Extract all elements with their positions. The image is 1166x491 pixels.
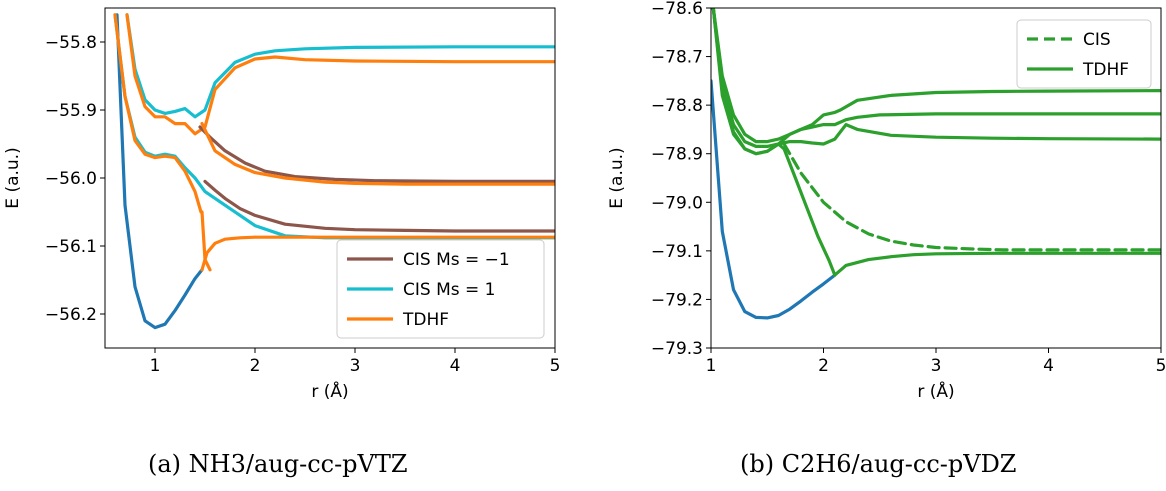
figure-caption: (b) C2H6/aug-cc-pVDZ [740, 450, 1016, 478]
y-tick-label: −78.9 [651, 145, 703, 165]
x-tick-label: 3 [931, 356, 942, 376]
series-line-9 [203, 179, 555, 233]
y-tick-label: −78.8 [651, 96, 703, 116]
y-tick-label: −79.3 [651, 339, 703, 359]
panel-b: 1 2 3 4 5 −78.6 −78.7 −78.8 −78.9 −79.0 −79.1 −79.2… [607, 0, 1166, 478]
series-line-2 [125, 13, 555, 119]
y-tick-label: −79.1 [651, 242, 703, 262]
series-line-1 [115, 13, 204, 330]
series-line-2 [711, 8, 1161, 144]
panel-a: 1 2 3 4 5 −55.8 −55.9 −56.0 −56.1 −56.2 r (Å) E (a.… [3, 7, 561, 478]
series-group [113, 13, 555, 330]
series-line-4 [198, 125, 555, 183]
y-tick-label: −56.2 [45, 305, 97, 325]
x-tick-label: 1 [706, 356, 717, 376]
series-line-1 [711, 79, 837, 320]
series-line-6 [833, 251, 1161, 277]
legend-box [1016, 19, 1152, 89]
x-tick-label: 1 [150, 356, 161, 376]
legend-label: CIS Ms = −1 [403, 250, 510, 270]
y-tick-label: −55.9 [45, 101, 97, 121]
series-line-7 [113, 13, 203, 214]
y-tick-label: −79.2 [651, 290, 703, 310]
y-tick-label: −78.6 [651, 0, 703, 19]
figure-caption: (a) NH3/aug-cc-pVTZ [148, 450, 408, 478]
series-line-10 [200, 210, 212, 272]
x-tick-label: 2 [250, 356, 261, 376]
legend-label: CIS [1083, 30, 1111, 50]
legend-label: TDHF [1082, 60, 1129, 80]
y-tick-label: −56.1 [45, 237, 97, 257]
x-tick-label: 2 [818, 356, 829, 376]
series-line-8 [200, 235, 555, 272]
x-tick-label: 5 [1156, 356, 1166, 376]
x-tick-label: 3 [350, 356, 361, 376]
y-tick-label: −55.8 [45, 33, 97, 53]
legend-label: CIS Ms = 1 [403, 280, 495, 300]
x-tick-label: 4 [1043, 356, 1054, 376]
y-tick-label: −79.0 [651, 193, 703, 213]
x-tick-label: 4 [450, 356, 461, 376]
series-line-5 [200, 121, 555, 186]
series-group [711, 8, 1161, 320]
legend: CIS TDHF [1016, 19, 1152, 89]
y-tick-label: −56.0 [45, 169, 97, 189]
y-tick-label: −78.7 [651, 48, 703, 68]
series-line-3 [711, 8, 1161, 148]
legend: CIS Ms = −1 CIS Ms = 1 TDHF [336, 239, 545, 339]
legend-label: TDHF [402, 310, 449, 330]
x-tick-label: 5 [550, 356, 561, 376]
y-axis-label: E (a.u.) [3, 147, 23, 208]
x-axis-label: r (Å) [311, 380, 348, 402]
series-line-5 [711, 8, 837, 277]
y-axis-label: E (a.u.) [607, 147, 627, 208]
x-axis-label: r (Å) [917, 380, 954, 402]
legend-box [336, 239, 545, 339]
series-line-7 [782, 142, 1161, 252]
series-line-3 [125, 13, 555, 136]
